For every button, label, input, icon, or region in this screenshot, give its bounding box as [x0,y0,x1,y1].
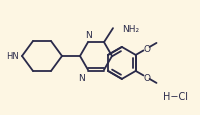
Text: O: O [143,45,150,54]
Text: H−Cl: H−Cl [163,91,188,101]
Text: N: N [78,73,85,82]
Text: HN: HN [6,52,19,61]
Text: O: O [143,73,150,82]
Text: NH₂: NH₂ [122,24,139,33]
Text: N: N [86,30,92,39]
